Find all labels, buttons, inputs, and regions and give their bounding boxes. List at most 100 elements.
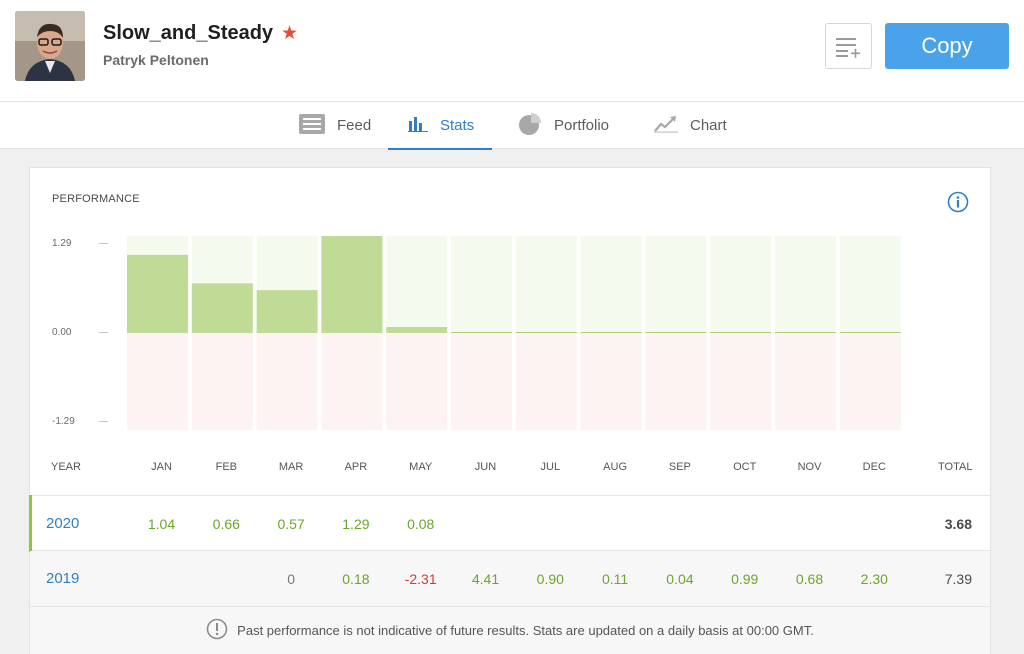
month-value-cell: 2.30: [860, 571, 888, 587]
list-add-icon: [836, 38, 860, 58]
month-value-cell: 0.90: [536, 571, 564, 587]
bar-background-positive: [580, 236, 642, 333]
warning-icon: [206, 618, 228, 643]
bar-apr[interactable]: [321, 236, 383, 333]
month-value-cell: 0.99: [731, 571, 759, 587]
info-icon[interactable]: [947, 191, 969, 218]
bar-background-negative: [839, 333, 901, 430]
month-value-cell: 4.41: [471, 571, 500, 587]
full-name: Patryk Peltonen: [103, 52, 209, 68]
row-total: 3.68: [944, 516, 972, 532]
month-header-sep: SEP: [668, 461, 691, 473]
bar-jun[interactable]: [451, 332, 512, 333]
bar-jan[interactable]: [127, 254, 188, 333]
performance-card: PERFORMANCE 1.29 0.00 -1.29 YEAR JAN FEB M…: [29, 167, 991, 654]
y-tick-label: 1.29: [52, 238, 72, 249]
bar-background-negative: [191, 333, 253, 430]
bar-background-negative: [386, 333, 448, 430]
tab-feed-label: Feed: [337, 117, 372, 134]
month-header-feb: FEB: [215, 461, 237, 473]
performance-title: PERFORMANCE: [52, 193, 140, 205]
bar-background-positive: [710, 236, 772, 333]
bar-background-negative: [775, 333, 836, 430]
month-value-cell: 0: [287, 571, 295, 587]
row-year[interactable]: 2019: [46, 570, 80, 587]
bar-background-negative: [451, 333, 512, 430]
bar-aug[interactable]: [580, 332, 642, 333]
bar-background-negative: [256, 333, 318, 430]
star-icon[interactable]: ★: [281, 23, 299, 44]
month-value-cell: 0.66: [212, 516, 240, 532]
bar-feb[interactable]: [191, 283, 253, 333]
month-value-cell: 0.11: [601, 571, 629, 587]
bar-background-positive: [839, 236, 901, 333]
bar-background-negative: [515, 333, 577, 430]
month-value-cell: 1.29: [342, 516, 370, 532]
bar-background-positive: [515, 236, 577, 333]
username: Slow_and_Steady: [103, 22, 274, 44]
bar-nov[interactable]: [775, 332, 836, 333]
tab-stats-label: Stats: [440, 117, 475, 134]
bar-background-negative: [580, 333, 642, 430]
avatar[interactable]: [15, 11, 85, 81]
bar-sep[interactable]: [645, 332, 707, 333]
y-tick-mark: [99, 243, 108, 244]
month-header-oct: OCT: [733, 461, 757, 473]
tab-stats[interactable]: Stats: [387, 102, 493, 150]
bar-background-negative: [710, 333, 772, 430]
add-to-watchlist-button[interactable]: [825, 23, 872, 69]
tab-bar: Feed Stats Portfolio Chart: [0, 102, 1024, 150]
month-value-cell: 0.68: [795, 571, 824, 587]
table-row[interactable]: 2020 3.68 1.04 0.66 0.57 1.29 0.08: [29, 495, 990, 552]
tab-chart[interactable]: Chart: [654, 102, 727, 149]
y-tick-label: -1.29: [52, 416, 75, 427]
bar-may[interactable]: [386, 326, 448, 333]
bar-mar[interactable]: [256, 290, 318, 333]
month-header-jan: JAN: [151, 461, 172, 473]
year-header: YEAR: [51, 461, 81, 473]
month-value-cell: 0.04: [666, 571, 694, 587]
bar-background-positive: [451, 236, 512, 333]
bar-background-negative: [645, 333, 707, 430]
bar-background-positive: [386, 236, 448, 333]
tab-feed[interactable]: Feed: [299, 102, 371, 149]
month-value-cell: -2.31: [404, 571, 437, 587]
row-total: 7.39: [944, 571, 972, 587]
month-header-mar: MAR: [278, 461, 304, 473]
pie-chart-icon: [518, 112, 542, 140]
row-year[interactable]: 2020: [46, 515, 80, 532]
feed-icon: [299, 113, 325, 138]
month-header-nov: NOV: [797, 461, 822, 473]
profile-header: Slow_and_Steady ★ Patryk Peltonen Copy: [0, 0, 1024, 102]
month-value-cell: 0.18: [342, 571, 370, 587]
bar-background-negative: [127, 333, 188, 430]
y-tick-label: 0.00: [52, 327, 72, 338]
bar-oct[interactable]: [710, 332, 772, 333]
performance-bar-chart: [127, 236, 901, 430]
bar-jul[interactable]: [515, 332, 577, 333]
month-header-apr: APR: [344, 461, 368, 473]
month-header-jun: JUN: [474, 461, 497, 473]
month-value-cell: 0.57: [277, 516, 305, 532]
month-value-cell: 0.08: [407, 516, 435, 532]
month-value-cell: 1.04: [147, 516, 176, 532]
tab-portfolio[interactable]: Portfolio: [518, 102, 609, 149]
trend-chart-icon: [654, 115, 678, 137]
table-row[interactable]: 2019 7.39 0 0.18 -2.31 4.41 0.90 0.11 0.04 0.99…: [30, 551, 990, 607]
bar-dec[interactable]: [839, 332, 901, 333]
disclaimer-text: Past performance is not indicative of fu…: [237, 623, 814, 638]
bar-background-positive: [775, 236, 836, 333]
copy-button[interactable]: Copy: [885, 23, 1009, 69]
month-header-jul: JUL: [540, 461, 561, 473]
month-header-aug: AUG: [603, 461, 628, 473]
y-tick-mark: [99, 332, 108, 333]
total-header: TOTAL: [938, 461, 973, 473]
bar-chart-icon: [408, 116, 428, 136]
bar-background-negative: [321, 333, 383, 430]
month-header-may: MAY: [409, 461, 433, 473]
month-header-dec: DEC: [862, 461, 886, 473]
disclaimer-note: Past performance is not indicative of fu…: [30, 607, 990, 654]
tab-chart-label: Chart: [690, 117, 727, 134]
tab-portfolio-label: Portfolio: [554, 117, 610, 134]
bar-background-positive: [645, 236, 707, 333]
